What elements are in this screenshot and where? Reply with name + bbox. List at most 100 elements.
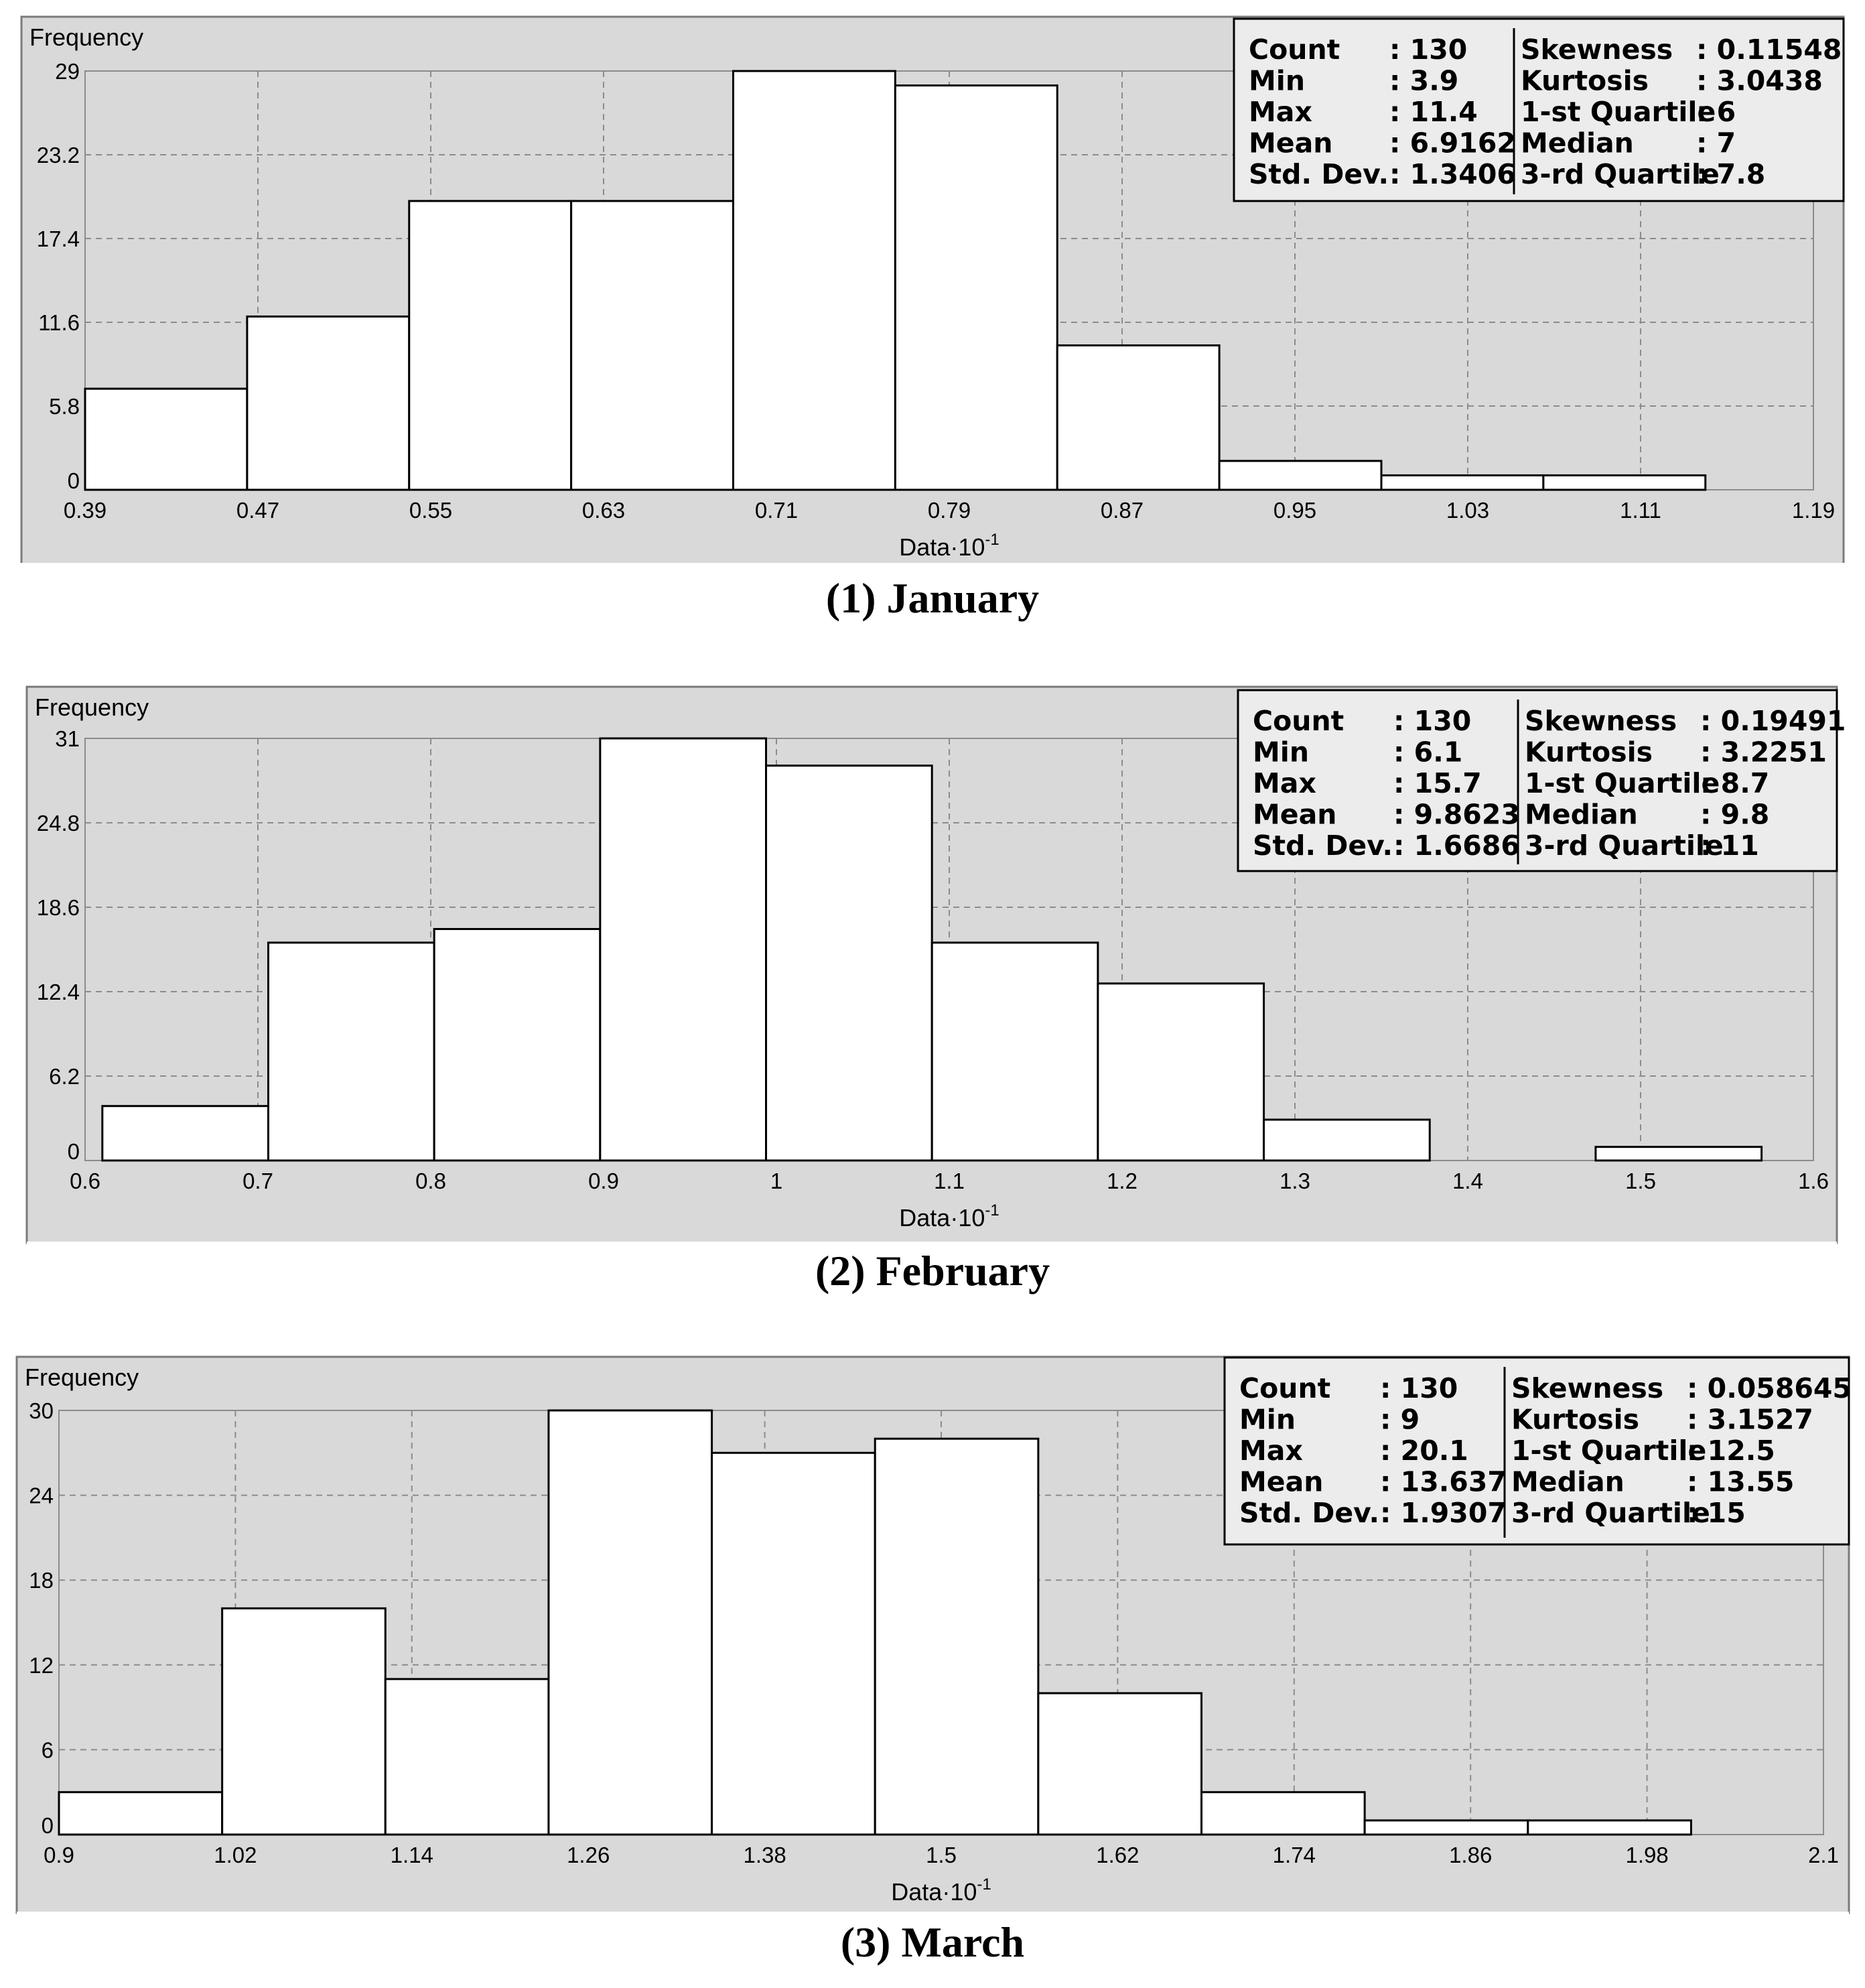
stats-label: Median (1511, 1466, 1625, 1498)
stats-label: Kurtosis (1521, 65, 1649, 97)
stats-value: : 3.2251 (1700, 736, 1827, 769)
y-tick-label: 5.8 (49, 394, 80, 419)
histogram-panel-february: 0 6.2 12.4 18.6 24.8 31 0.6 0.7 0.8 0.9 1 1.1 1.2 1.3… (0, 670, 1865, 1246)
x-tick-label: 1.5 (1625, 1169, 1656, 1193)
stats-value: : 9.8623 (1393, 799, 1520, 831)
x-axis-label: Data·10-1 (899, 531, 999, 561)
histogram-bar (1037, 1692, 1203, 1836)
x-tick-label: 1.14 (391, 1843, 433, 1867)
histogram-chart: 0 6 12 18 24 30 0.9 1.02 1.14 1.26 1.38 1.5 1.62 1.74… (15, 1355, 1852, 1914)
histogram-bar (1218, 460, 1383, 491)
x-tick-label: 1.26 (567, 1843, 610, 1867)
histogram-bar (711, 1451, 876, 1836)
y-tick-label: 0 (68, 468, 80, 493)
stats-value: : 1.6686 (1393, 830, 1520, 862)
x-tick-label: 1.1 (934, 1169, 965, 1193)
stats-value: : 0.058645 (1687, 1372, 1852, 1404)
stats-box (1223, 1356, 1850, 1546)
y-tick-label: 31 (55, 726, 80, 751)
y-tick-label: 6.2 (49, 1064, 80, 1089)
stats-value: : 6.1 (1393, 736, 1462, 769)
stats-box (1237, 689, 1838, 872)
y-tick-label: 30 (29, 1398, 54, 1423)
x-tick-label: 1.74 (1273, 1843, 1316, 1867)
histogram-bar (246, 315, 411, 491)
stats-value: : 13.637 (1380, 1466, 1507, 1498)
x-tick-label: 0.55 (409, 498, 452, 523)
y-tick-label: 29 (55, 59, 80, 84)
histogram-bar (1380, 474, 1545, 491)
stats-box (1233, 17, 1845, 202)
chart-caption: (1) January (825, 574, 1040, 622)
y-tick-label: 6 (42, 1737, 54, 1762)
x-tick-label: 0.79 (928, 498, 971, 523)
y-tick-label: 18 (29, 1568, 54, 1593)
stats-value: : 3.9 (1389, 65, 1458, 97)
y-tick-label: 12.4 (37, 980, 80, 1004)
stats-value: : 7.8 (1696, 158, 1765, 190)
stats-value: : 8.7 (1700, 767, 1769, 799)
x-tick-label: 1.62 (1096, 1843, 1139, 1867)
stats-label: Std. Dev. (1253, 830, 1393, 862)
y-tick-label: 24 (29, 1483, 54, 1508)
stats-label: Min (1253, 736, 1309, 769)
stats-label: Mean (1253, 799, 1336, 831)
stats-value: : 9 (1380, 1404, 1420, 1436)
stats-label: Count (1253, 705, 1344, 737)
histogram-panel-march: 0 6 12 18 24 30 0.9 1.02 1.14 1.26 1.38 1.5 1.62 1.74… (0, 1340, 1865, 1916)
y-tick-label: 17.4 (37, 226, 80, 251)
histogram-bar (1363, 1819, 1529, 1836)
y-tick-label: 24.8 (37, 811, 80, 836)
stats-value: : 11 (1700, 830, 1759, 862)
x-tick-label: 0.39 (64, 498, 107, 523)
chart-caption: (2) February (815, 1247, 1050, 1295)
stats-value: : 20.1 (1380, 1435, 1468, 1467)
stats-value: : 1.3406 (1389, 158, 1516, 190)
stats-label: 3-rd Quartile (1525, 830, 1724, 862)
stats-label: Std. Dev. (1239, 1497, 1379, 1529)
x-tick-label: 0.47 (236, 498, 279, 523)
stats-label: Median (1521, 127, 1634, 159)
y-axis-label: Frequency (35, 693, 149, 721)
x-tick-label: 0.6 (70, 1169, 100, 1193)
histogram-bar (433, 928, 602, 1162)
y-tick-label: 23.2 (37, 143, 80, 168)
stats-value: : 1.9307 (1380, 1497, 1507, 1529)
x-tick-label: 0.9 (588, 1169, 619, 1193)
histogram-bar (384, 1678, 550, 1836)
stats-value: : 0.11548 (1696, 34, 1842, 66)
x-tick-label: 0.63 (582, 498, 625, 523)
y-tick-label: 11.6 (38, 310, 80, 335)
histogram-bar (1263, 1118, 1431, 1162)
x-axis-label: Data·10-1 (891, 1875, 991, 1906)
histogram-bar (1527, 1819, 1692, 1836)
y-axis-label: Frequency (25, 1364, 139, 1391)
x-tick-label: 1.86 (1449, 1843, 1492, 1867)
stats-value: : 13.55 (1687, 1466, 1794, 1498)
x-tick-label: 1.11 (1620, 498, 1661, 523)
x-axis-label: Data·10-1 (899, 1201, 999, 1232)
stats-value: : 12.5 (1687, 1435, 1775, 1467)
histogram-bar (599, 737, 768, 1162)
histogram-bar (408, 200, 573, 491)
histogram-bar (101, 1105, 269, 1162)
stats-value: : 6.9162 (1389, 127, 1516, 159)
stats-label: Min (1239, 1404, 1296, 1436)
stats-label: Skewness (1525, 705, 1677, 737)
x-tick-label: 1.6 (1798, 1169, 1829, 1193)
x-tick-label: 0.7 (243, 1169, 273, 1193)
histogram-bar (1542, 474, 1707, 491)
stats-value: : 130 (1393, 705, 1471, 737)
stats-value: : 3.0438 (1696, 65, 1823, 97)
histogram-bar (874, 1437, 1040, 1836)
stats-label: 3-rd Quartile (1511, 1497, 1710, 1529)
x-tick-label: 1.98 (1625, 1843, 1668, 1867)
stats-label: Max (1253, 767, 1316, 799)
histogram-bar (765, 765, 933, 1162)
x-tick-label: 0.71 (755, 498, 798, 523)
stats-value: : 3.1527 (1687, 1404, 1813, 1436)
histogram-panel-january: 0 5.8 11.6 17.4 23.2 29 0.39 0.47 0.55 0.63 0.71 0.… (0, 0, 1865, 563)
stats-value: : 130 (1380, 1372, 1458, 1404)
histogram-bar (570, 200, 734, 491)
x-tick-label: 0.95 (1273, 498, 1316, 523)
